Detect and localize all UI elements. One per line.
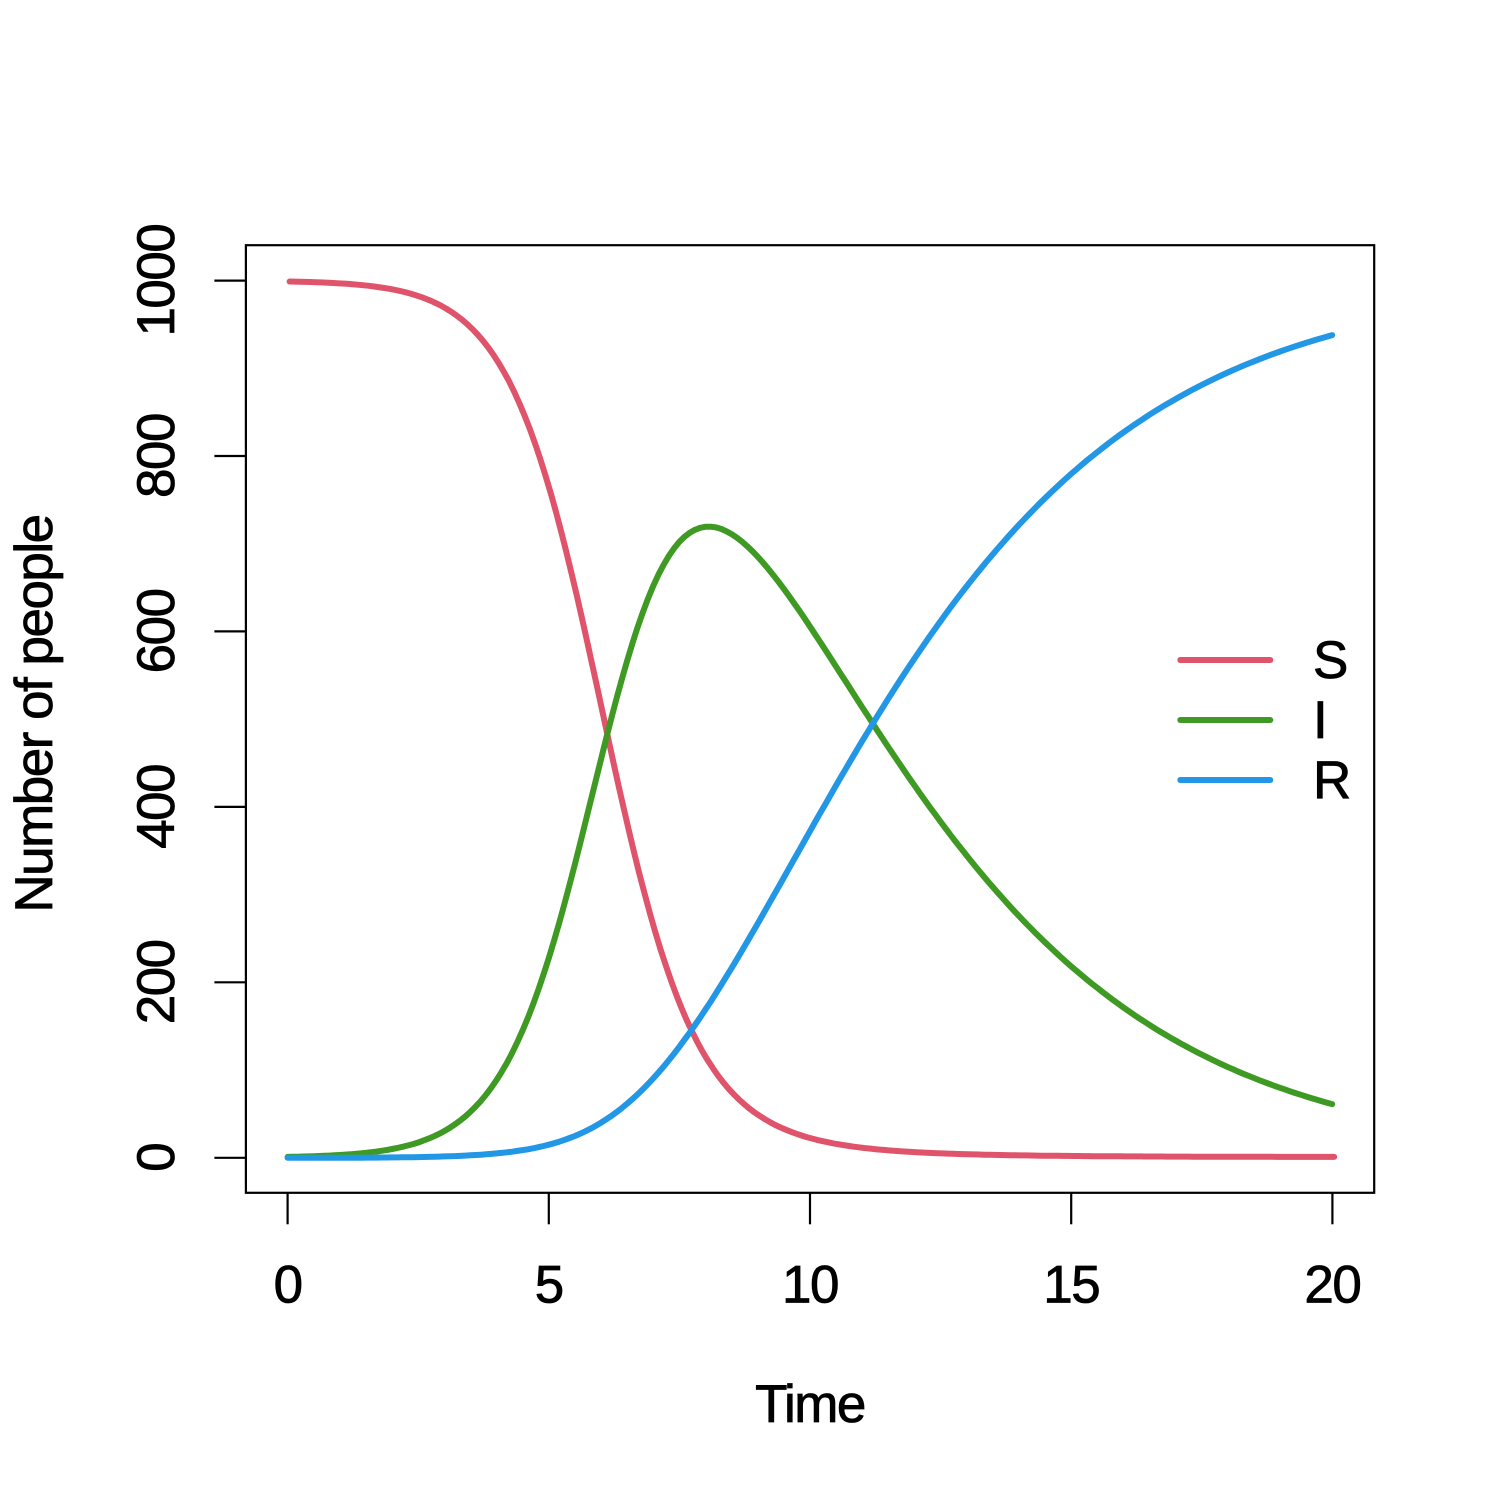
svg-text:1000: 1000 (127, 225, 186, 337)
svg-text:10: 10 (782, 1256, 838, 1315)
svg-text:I: I (1313, 691, 1328, 750)
svg-text:600: 600 (127, 589, 186, 673)
svg-text:0: 0 (274, 1256, 302, 1315)
svg-text:Time: Time (755, 1375, 865, 1434)
svg-text:200: 200 (127, 940, 186, 1024)
svg-text:S: S (1313, 631, 1348, 690)
svg-text:15: 15 (1043, 1256, 1099, 1315)
svg-text:5: 5 (535, 1256, 563, 1315)
svg-text:0: 0 (127, 1144, 186, 1172)
svg-text:800: 800 (127, 414, 186, 498)
svg-text:R: R (1313, 751, 1351, 810)
svg-text:20: 20 (1304, 1256, 1360, 1315)
svg-text:Number of people: Number of people (5, 515, 64, 912)
svg-text:400: 400 (127, 765, 186, 849)
